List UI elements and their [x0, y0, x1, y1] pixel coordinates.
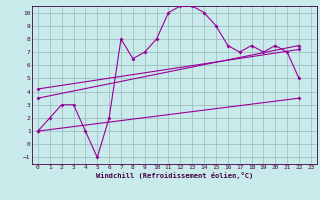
X-axis label: Windchill (Refroidissement éolien,°C): Windchill (Refroidissement éolien,°C)	[96, 172, 253, 179]
